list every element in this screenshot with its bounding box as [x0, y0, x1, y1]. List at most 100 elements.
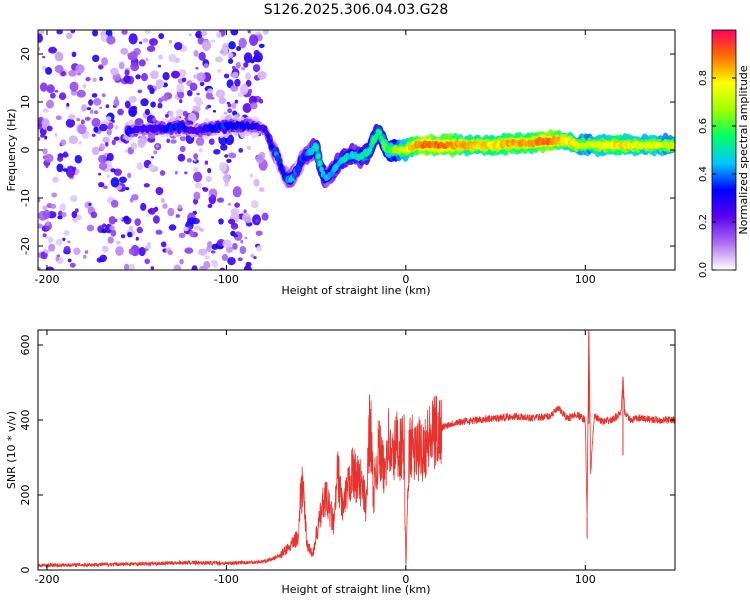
- noise-speckle: [255, 230, 263, 236]
- noise-speckle: [193, 166, 199, 173]
- noise-speckle: [245, 72, 252, 81]
- noise-speckle: [54, 89, 59, 93]
- noise-speckle: [90, 109, 94, 114]
- noise-speckle: [68, 114, 76, 120]
- noise-speckle: [246, 145, 252, 151]
- noise-speckle: [230, 222, 239, 230]
- noise-speckle: [158, 54, 163, 60]
- noise-speckle: [62, 237, 66, 241]
- noise-speckle: [128, 106, 138, 118]
- noise-speckle: [57, 215, 63, 220]
- noise-speckle: [223, 73, 230, 79]
- noise-speckle: [161, 95, 169, 102]
- noise-speckle: [153, 206, 159, 212]
- noise-speckle: [123, 75, 131, 83]
- noise-speckle: [119, 176, 127, 184]
- noise-speckle: [240, 40, 247, 46]
- noise-speckle: [208, 138, 215, 145]
- snr-y-axis-label: SNR (10 * v/v): [5, 411, 18, 489]
- noise-speckle: [107, 236, 114, 244]
- noise-speckle: [167, 207, 175, 217]
- noise-speckle: [158, 33, 165, 40]
- noise-speckle: [92, 54, 100, 63]
- noise-speckle: [44, 153, 54, 163]
- snr-x-tick-label: 0: [402, 573, 409, 586]
- noise-speckle: [193, 153, 199, 160]
- noise-speckle: [256, 245, 262, 252]
- noise-speckle: [207, 203, 213, 209]
- noise-speckle: [144, 258, 150, 265]
- noise-speckle: [111, 119, 115, 123]
- noise-speckle: [211, 39, 216, 43]
- noise-speckle: [105, 116, 112, 121]
- noise-speckle: [252, 55, 261, 62]
- snr-x-tick-label: 100: [575, 573, 596, 586]
- noise-speckle: [38, 198, 41, 203]
- noise-speckle: [234, 99, 239, 104]
- noise-speckle: [153, 150, 158, 155]
- noise-speckle: [138, 246, 146, 257]
- noise-speckle: [93, 110, 99, 115]
- noise-speckle: [70, 195, 78, 203]
- noise-speckle: [230, 208, 240, 216]
- noise-speckle: [221, 253, 229, 262]
- noise-speckle: [147, 209, 153, 213]
- noise-speckle: [210, 250, 216, 254]
- ridge-mark-2: [267, 138, 273, 144]
- noise-speckle: [244, 236, 248, 240]
- colorbar-tick-label: 0.4: [698, 166, 709, 182]
- noise-speckle: [249, 173, 254, 178]
- noise-speckle: [102, 136, 110, 144]
- noise-speckle: [222, 239, 232, 248]
- noise-speckle: [192, 105, 201, 112]
- noise-speckle: [82, 83, 87, 89]
- noise-speckle: [166, 138, 170, 143]
- noise-speckle: [195, 32, 200, 38]
- noise-speckle: [232, 242, 238, 250]
- noise-speckle: [121, 30, 128, 35]
- noise-speckle: [152, 215, 160, 224]
- noise-speckle: [207, 241, 213, 248]
- spectrogram-y-tick-label: -10: [19, 189, 32, 207]
- noise-speckle: [39, 82, 48, 92]
- noise-speckle: [67, 258, 72, 263]
- noise-speckle: [144, 108, 150, 116]
- noise-speckle: [74, 154, 83, 164]
- noise-speckle: [146, 214, 150, 217]
- noise-speckle: [113, 136, 120, 141]
- noise-speckle: [142, 38, 149, 43]
- noise-speckle: [38, 267, 41, 270]
- noise-speckle: [174, 170, 178, 175]
- noise-speckle: [233, 233, 238, 238]
- noise-speckle: [46, 84, 55, 94]
- noise-speckle: [193, 50, 199, 57]
- noise-speckle: [54, 133, 58, 137]
- snr-panel: -200 -100 0 100 0 200 400 600 Height of straigh…: [5, 329, 676, 596]
- noise-speckle: [113, 168, 122, 176]
- noise-speckle: [196, 72, 206, 82]
- snr-x-tick-label: -200: [34, 573, 59, 586]
- noise-speckle: [179, 135, 186, 142]
- noise-speckle: [157, 102, 163, 109]
- ridge-mark-2: [314, 143, 320, 152]
- noise-speckle: [63, 245, 71, 253]
- noise-speckle: [129, 51, 138, 61]
- noise-speckle: [201, 39, 212, 51]
- noise-speckle: [232, 186, 242, 198]
- noise-speckle: [253, 256, 257, 260]
- noise-speckle: [239, 83, 249, 95]
- noise-speckle: [239, 246, 247, 254]
- noise-speckle: [255, 154, 264, 164]
- noise-speckle: [120, 234, 126, 239]
- spectrogram-y-tick-label: 20: [19, 47, 32, 61]
- noise-speckle: [167, 250, 173, 256]
- noise-speckle: [76, 89, 86, 98]
- noise-speckle: [182, 45, 186, 49]
- noise-speckle: [42, 55, 46, 59]
- noise-speckle: [118, 61, 125, 70]
- noise-speckle: [56, 254, 61, 258]
- noise-speckle: [70, 30, 76, 34]
- noise-speckle: [243, 62, 249, 68]
- noise-speckle: [149, 38, 158, 46]
- noise-speckle: [198, 52, 206, 61]
